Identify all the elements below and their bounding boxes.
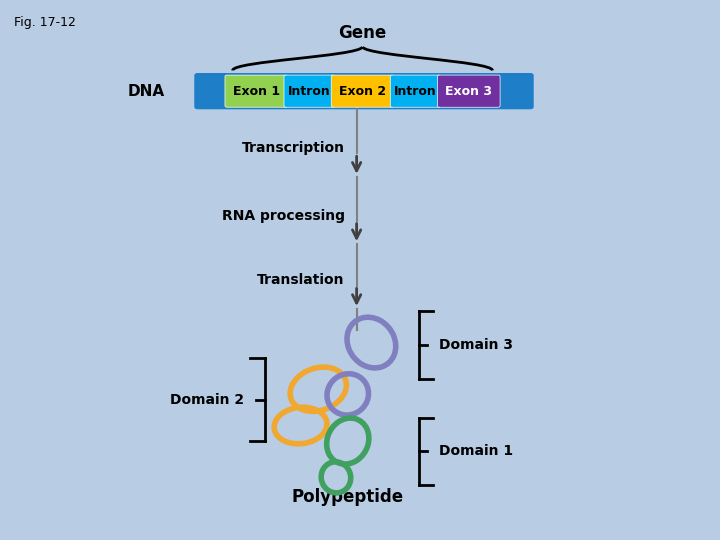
Text: Transcription: Transcription <box>242 141 345 155</box>
FancyBboxPatch shape <box>284 75 335 107</box>
Text: Intron: Intron <box>395 85 437 98</box>
Text: Domain 3: Domain 3 <box>439 338 513 352</box>
Text: Gene: Gene <box>338 24 387 42</box>
Text: DNA: DNA <box>127 84 165 99</box>
FancyBboxPatch shape <box>390 75 441 107</box>
FancyBboxPatch shape <box>438 75 500 107</box>
Text: Exon 1: Exon 1 <box>233 85 280 98</box>
Text: Domain 1: Domain 1 <box>439 444 513 458</box>
Text: Fig. 17-12: Fig. 17-12 <box>14 16 76 29</box>
Text: Domain 2: Domain 2 <box>171 393 245 407</box>
Text: RNA processing: RNA processing <box>222 208 345 222</box>
Text: Intron: Intron <box>288 85 330 98</box>
FancyBboxPatch shape <box>194 73 534 109</box>
FancyBboxPatch shape <box>331 75 394 107</box>
Text: Exon 3: Exon 3 <box>445 85 492 98</box>
Text: Exon 2: Exon 2 <box>339 85 386 98</box>
Text: Polypeptide: Polypeptide <box>292 488 404 506</box>
FancyBboxPatch shape <box>225 75 287 107</box>
Text: Translation: Translation <box>257 273 345 287</box>
